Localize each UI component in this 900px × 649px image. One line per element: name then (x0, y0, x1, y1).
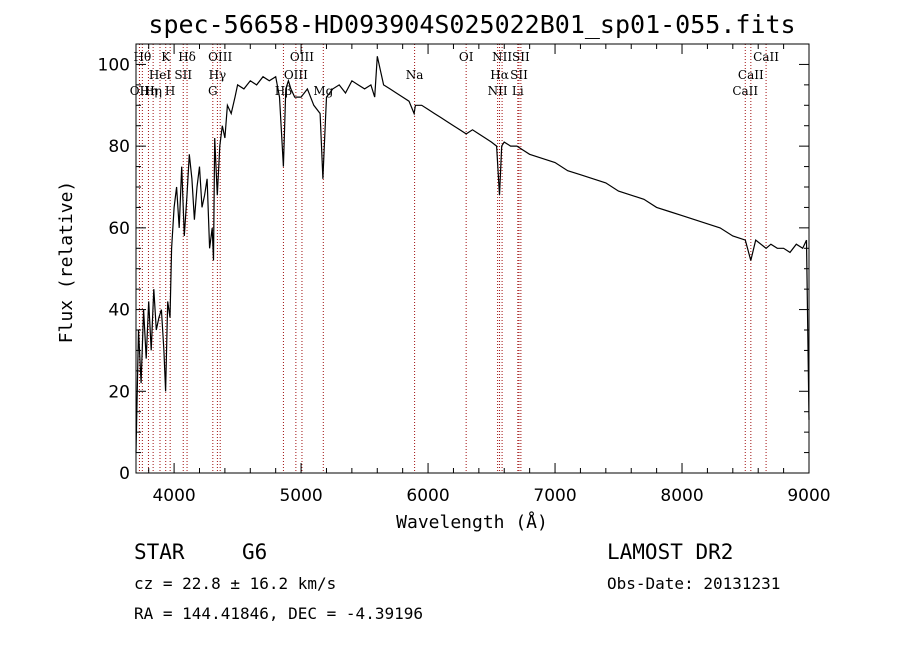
line-marker-label: OI (459, 50, 474, 64)
x-tick-label: 7000 (533, 486, 576, 506)
line-marker-label: OIII (290, 50, 314, 64)
x-tick-label: 5000 (279, 486, 322, 506)
y-tick-label: 40 (108, 301, 130, 321)
spectrum-line (135, 56, 810, 453)
line-marker-label: OIII (284, 68, 308, 82)
line-marker-label: Na (406, 68, 424, 82)
y-tick-label: 0 (119, 464, 130, 484)
line-marker-label: Hγ (209, 68, 227, 82)
obs-date-text: Obs-Date: 20131231 (607, 574, 780, 593)
object-subclass: G6 (242, 540, 267, 564)
coords-text: RA = 144.41846, DEC = -4.39196 (134, 604, 423, 623)
line-marker-label: SII (512, 50, 530, 64)
line-marker-label: SII (510, 68, 528, 82)
line-marker-label: Hη (140, 84, 158, 98)
line-marker-label: Hη (144, 84, 162, 98)
y-axis-label: Flux (relative) (56, 181, 77, 344)
line-marker-label: Li (512, 84, 524, 98)
x-tick-label: 6000 (406, 486, 449, 506)
y-tick-label: 100 (98, 55, 130, 75)
line-marker-label: HeI (149, 68, 172, 82)
line-marker-label: Hδ (178, 50, 196, 64)
line-marker-label: NII (488, 84, 508, 98)
plot-frame (135, 43, 810, 474)
x-tick-label: 8000 (660, 486, 703, 506)
object-class: STAR (134, 540, 185, 564)
line-marker-label: CaII (732, 84, 758, 98)
line-markers (138, 44, 767, 473)
line-marker-label: OII (130, 84, 150, 98)
line-marker-label: CaII (753, 50, 779, 64)
chart-title: spec-56658-HD093904S025022B01_sp01-055.f… (148, 10, 795, 39)
line-marker-label: Hα (490, 68, 509, 82)
line-marker-label: CaII (738, 68, 764, 82)
survey-name: LAMOST DR2 (607, 540, 733, 564)
x-axis: 4000 5000 6000 7000 8000 9000 (148, 44, 831, 506)
line-marker-label: NII (492, 50, 512, 64)
line-marker-labels: OIIHθHηHηHeIKHSIIHδGHγOIIIHβOIIIOIIIMgNa… (130, 50, 779, 98)
line-marker-label: G (208, 84, 218, 98)
y-tick-label: 60 (108, 219, 130, 239)
x-tick-label: 9000 (787, 486, 830, 506)
line-marker-label: K (161, 50, 171, 64)
line-marker-label: SII (174, 68, 192, 82)
y-tick-label: 80 (108, 137, 130, 157)
x-axis-label: Wavelength (Å) (396, 511, 548, 533)
y-axis: 0 20 40 60 80 100 (98, 55, 809, 484)
line-marker-label: OIII (208, 50, 232, 64)
line-marker-label: Hθ (133, 50, 151, 64)
x-tick-label: 4000 (152, 486, 195, 506)
line-marker-label: H (165, 84, 175, 98)
redshift-text: cz = 22.8 ± 16.2 km/s (134, 574, 336, 593)
y-tick-label: 20 (108, 382, 130, 402)
